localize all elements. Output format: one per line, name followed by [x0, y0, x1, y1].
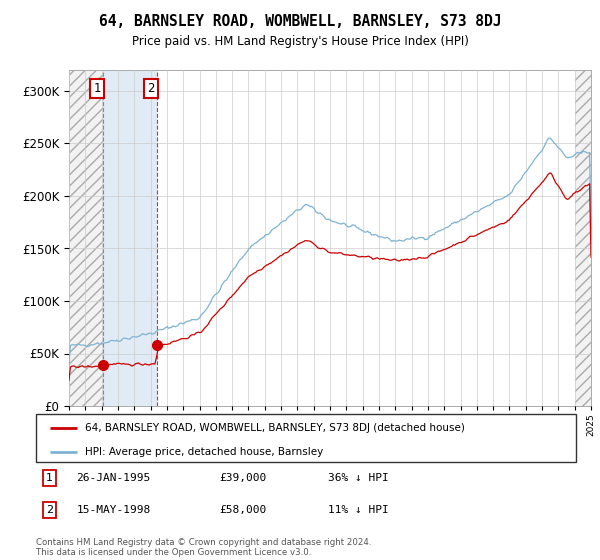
Text: Price paid vs. HM Land Registry's House Price Index (HPI): Price paid vs. HM Land Registry's House …: [131, 35, 469, 48]
Text: 15-MAY-1998: 15-MAY-1998: [77, 505, 151, 515]
Text: 26-JAN-1995: 26-JAN-1995: [77, 473, 151, 483]
Text: 64, BARNSLEY ROAD, WOMBWELL, BARNSLEY, S73 8DJ: 64, BARNSLEY ROAD, WOMBWELL, BARNSLEY, S…: [99, 14, 501, 29]
Text: 2: 2: [148, 82, 155, 95]
FancyBboxPatch shape: [36, 414, 576, 462]
Text: 11% ↓ HPI: 11% ↓ HPI: [328, 505, 388, 515]
Text: 2: 2: [46, 505, 53, 515]
Bar: [103, 70, 157, 406]
Bar: [575, 70, 591, 406]
Text: Contains HM Land Registry data © Crown copyright and database right 2024.
This d: Contains HM Land Registry data © Crown c…: [36, 538, 371, 557]
Text: £39,000: £39,000: [220, 473, 267, 483]
Text: 36% ↓ HPI: 36% ↓ HPI: [328, 473, 388, 483]
Text: 1: 1: [94, 82, 101, 95]
Text: £58,000: £58,000: [220, 505, 267, 515]
Text: HPI: Average price, detached house, Barnsley: HPI: Average price, detached house, Barn…: [85, 446, 323, 456]
Text: 1: 1: [46, 473, 53, 483]
Bar: [69, 70, 103, 406]
Text: 64, BARNSLEY ROAD, WOMBWELL, BARNSLEY, S73 8DJ (detached house): 64, BARNSLEY ROAD, WOMBWELL, BARNSLEY, S…: [85, 423, 464, 433]
